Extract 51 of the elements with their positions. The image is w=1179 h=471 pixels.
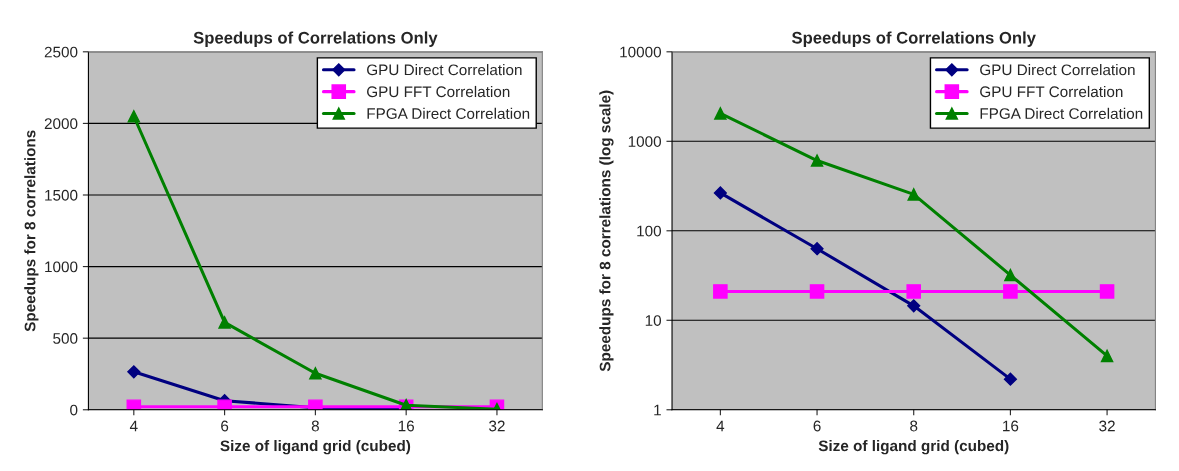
x-tick-label: 4 xyxy=(129,420,138,432)
x-tick-label: 8 xyxy=(910,420,918,432)
x-tick-label: 6 xyxy=(221,420,229,432)
point xyxy=(810,242,824,256)
point xyxy=(713,186,727,200)
y-tick-label: 2500 xyxy=(44,46,78,58)
chart-title: Speedups of Correlations Only xyxy=(193,31,438,47)
y-tick-label: 1000 xyxy=(628,136,662,147)
point xyxy=(809,284,825,299)
y-tick-label: 10 xyxy=(645,315,662,326)
legend-label: GPU Direct Correlation xyxy=(980,64,1135,76)
point xyxy=(906,284,922,299)
point xyxy=(907,188,920,201)
chart-title: Speedups of Correlations Only xyxy=(791,31,1036,47)
point xyxy=(1003,284,1018,299)
y-tick-label: 0 xyxy=(70,404,78,416)
legend-label: FPGA Direct Correlation xyxy=(367,107,530,120)
point xyxy=(309,367,322,380)
x-tick-label: 32 xyxy=(1099,420,1115,432)
point xyxy=(907,299,921,313)
y-tick-label: 2000 xyxy=(44,118,78,130)
x-tick-label: 6 xyxy=(813,420,821,432)
point xyxy=(127,365,141,379)
legend-label: GPU FFT Correlation xyxy=(980,85,1123,98)
x-axis-title: Size of ligand grid (cubed) xyxy=(818,439,1009,455)
point xyxy=(810,154,824,167)
y-axis-title: Speedups for 8 correlations (log scale) xyxy=(599,90,614,372)
x-tick-label: 32 xyxy=(489,420,505,432)
x-tick-label: 4 xyxy=(716,420,725,432)
y-tick-label: 100 xyxy=(637,225,662,237)
x-tick-label: 16 xyxy=(398,420,414,432)
point xyxy=(1100,349,1114,363)
point xyxy=(714,107,727,120)
point xyxy=(1099,284,1115,299)
y-axis-title: Speedups for 8 correlations xyxy=(24,130,39,332)
point xyxy=(127,109,141,123)
x-axis-title: Size of ligand grid (cubed) xyxy=(220,439,411,455)
point xyxy=(1003,372,1017,386)
y-tick-label: 10000 xyxy=(620,46,662,58)
x-tick-label: 16 xyxy=(1003,420,1019,432)
legend-label: GPU Direct Correlation xyxy=(367,64,522,76)
x-tick-label: 8 xyxy=(311,420,319,432)
legend-label: GPU FFT Correlation xyxy=(367,85,510,98)
y-tick-label: 1500 xyxy=(45,189,78,201)
y-tick-label: 500 xyxy=(53,333,78,344)
point xyxy=(1004,268,1017,282)
y-tick-label: 1 xyxy=(654,404,661,416)
legend-label: FPGA Direct Correlation xyxy=(980,107,1143,120)
point xyxy=(218,316,231,329)
point xyxy=(713,284,728,299)
y-tick-label: 1000 xyxy=(45,261,78,273)
